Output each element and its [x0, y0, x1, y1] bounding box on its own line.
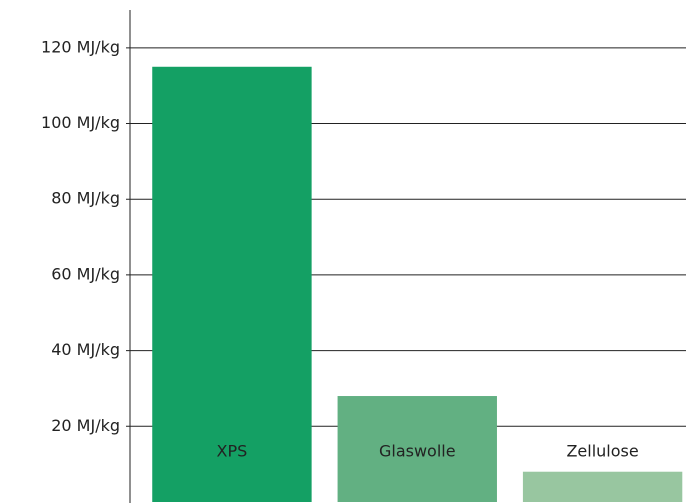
bar [152, 66, 312, 503]
y-tick-label: 40 MJ/kg [51, 340, 120, 359]
category-label: Zellulose [566, 442, 638, 461]
category-label: XPS [217, 442, 248, 461]
y-tick-label: 100 MJ/kg [41, 113, 120, 132]
bar [337, 396, 497, 502]
y-tick-label: 120 MJ/kg [41, 37, 120, 56]
y-tick-label: 20 MJ/kg [51, 416, 120, 435]
category-label: Glaswolle [379, 442, 456, 461]
y-tick-label: 60 MJ/kg [51, 264, 120, 283]
bar [522, 471, 683, 502]
y-tick-label: 80 MJ/kg [51, 189, 120, 208]
